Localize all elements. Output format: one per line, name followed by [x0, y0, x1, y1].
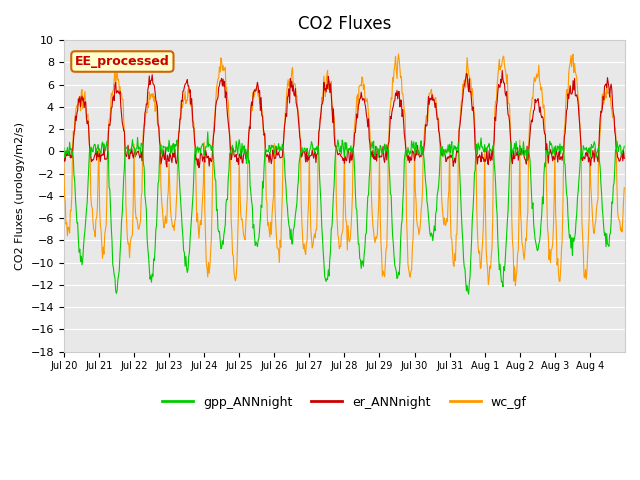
- Legend: gpp_ANNnight, er_ANNnight, wc_gf: gpp_ANNnight, er_ANNnight, wc_gf: [157, 391, 532, 414]
- Text: EE_processed: EE_processed: [75, 55, 170, 68]
- Title: CO2 Fluxes: CO2 Fluxes: [298, 15, 391, 33]
- Y-axis label: CO2 Fluxes (urology/m2/s): CO2 Fluxes (urology/m2/s): [15, 122, 25, 270]
